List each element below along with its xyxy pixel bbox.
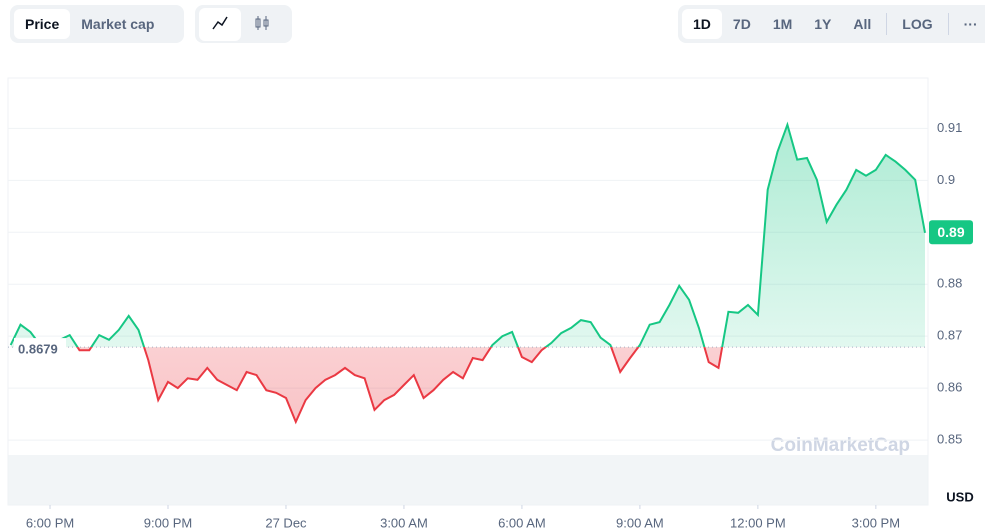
price-button[interactable]: Price bbox=[14, 9, 71, 39]
range-button[interactable]: 1Y bbox=[814, 16, 832, 32]
x-tick-label: 3:00 AM bbox=[380, 515, 428, 530]
line-chart-button[interactable] bbox=[199, 7, 241, 41]
x-tick-label: 12:00 PM bbox=[730, 515, 786, 530]
x-tick-label: 9:00 PM bbox=[144, 515, 192, 530]
y-tick-label: 0.85 bbox=[937, 432, 962, 447]
y-tick-label: 0.91 bbox=[937, 120, 962, 135]
y-tick-label: 0.9 bbox=[937, 172, 955, 187]
chart-type-switch bbox=[195, 5, 292, 43]
area-down bbox=[10, 347, 925, 422]
current-price-label: 0.89 bbox=[937, 224, 964, 240]
x-tick-label: 6:00 PM bbox=[26, 515, 74, 530]
volume-band bbox=[8, 455, 928, 505]
y-tick-label: 0.87 bbox=[937, 328, 962, 343]
reference-label-bg bbox=[14, 338, 66, 357]
candle-chart-button[interactable] bbox=[241, 8, 283, 41]
market-cap-button[interactable]: Market cap bbox=[81, 16, 155, 32]
x-tick-label: 6:00 AM bbox=[498, 515, 546, 530]
range-button[interactable]: 1D bbox=[682, 9, 722, 39]
range-button[interactable]: 1M bbox=[772, 16, 793, 32]
area-up bbox=[10, 124, 925, 348]
price-line-up bbox=[9, 121, 926, 348]
price-line-down bbox=[76, 347, 724, 425]
current-price-box bbox=[929, 220, 973, 245]
y-tick-label: 0.86 bbox=[937, 380, 962, 395]
more-button[interactable]: ··· bbox=[963, 16, 978, 32]
x-tick-label: 27 Dec bbox=[265, 515, 307, 530]
divider bbox=[947, 13, 949, 35]
range-switch: 1D 7D 1M 1Y All LOG ··· bbox=[678, 5, 985, 43]
watermark: CoinMarketCap bbox=[771, 435, 910, 456]
x-tick-label: 3:00 PM bbox=[852, 515, 900, 530]
y-tick-label: 0.88 bbox=[937, 276, 962, 291]
candle-icon bbox=[255, 15, 269, 30]
range-button[interactable]: All bbox=[853, 16, 872, 32]
divider bbox=[886, 13, 888, 35]
y-tick-label: 0.89 bbox=[937, 224, 962, 239]
metric-switch: Price Market cap bbox=[10, 5, 184, 43]
reference-label: 0.8679 bbox=[18, 342, 58, 357]
range-button[interactable]: 7D bbox=[732, 16, 751, 32]
log-button[interactable]: LOG bbox=[902, 16, 933, 32]
line-icon bbox=[212, 16, 228, 29]
y-unit: USD bbox=[946, 489, 973, 504]
x-tick-label: 9:00 AM bbox=[616, 515, 664, 530]
plot-frame bbox=[7, 77, 929, 506]
